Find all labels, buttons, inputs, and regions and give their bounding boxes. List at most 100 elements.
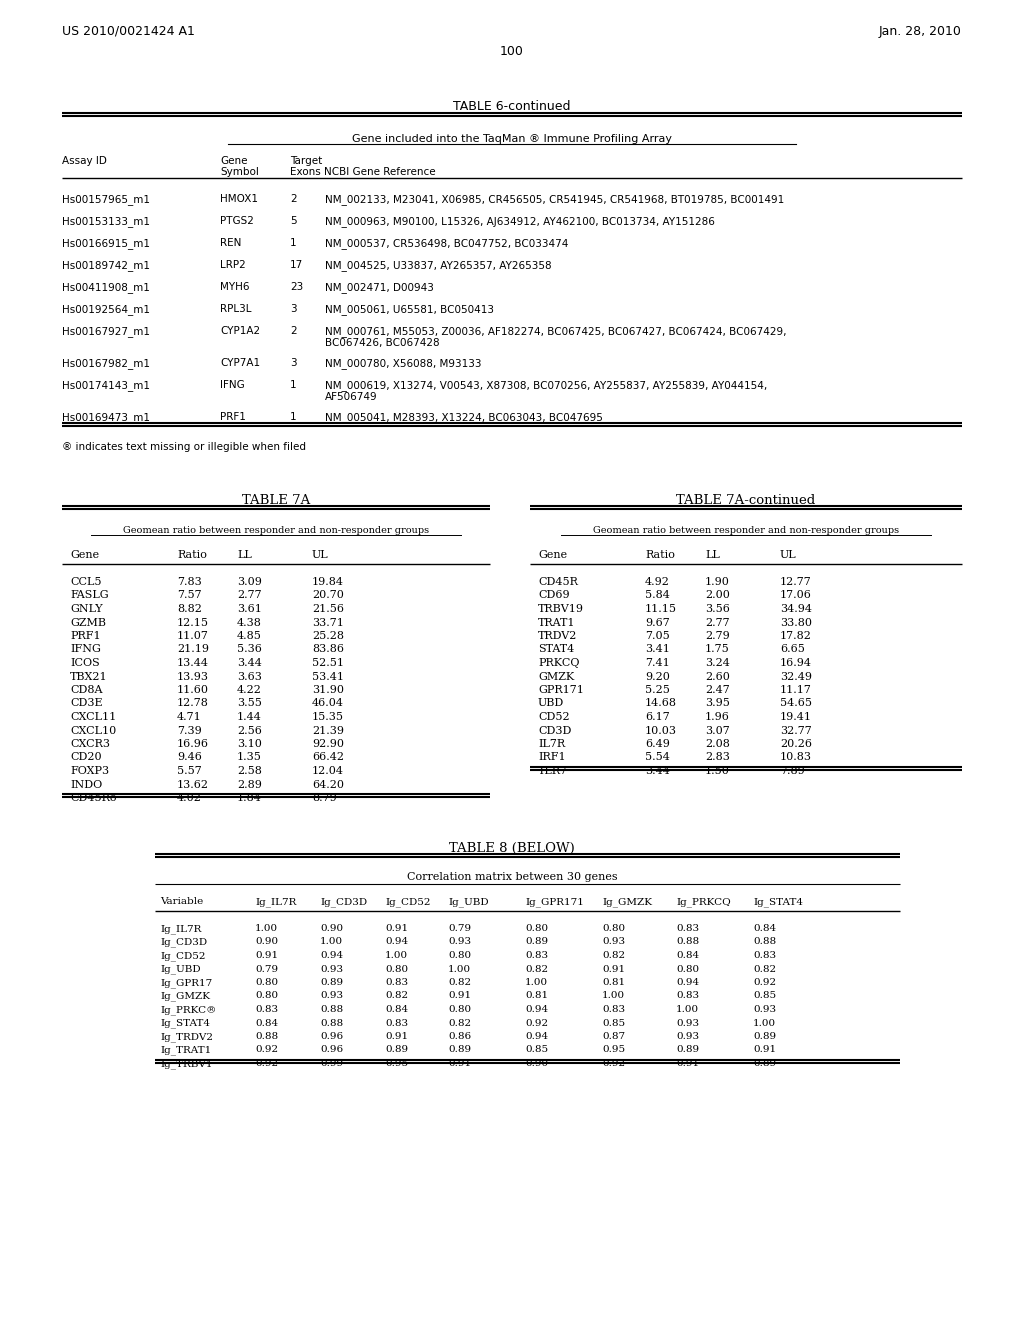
Text: 4.85: 4.85 [237,631,262,642]
Text: UL: UL [312,550,329,560]
Text: 21.19: 21.19 [177,644,209,655]
Text: 3.95: 3.95 [705,698,730,709]
Text: Ig_IL7R: Ig_IL7R [255,898,296,907]
Text: 0.84: 0.84 [385,1005,409,1014]
Text: 0.88: 0.88 [319,1005,343,1014]
Text: PRKCQ: PRKCQ [538,657,580,668]
Text: Ig_UBD: Ig_UBD [160,965,201,974]
Text: TLR7: TLR7 [538,766,568,776]
Text: 0.95: 0.95 [602,1045,625,1055]
Text: CD45R: CD45R [538,577,578,587]
Text: CD3D: CD3D [538,726,571,735]
Text: Hs00153133_m1: Hs00153133_m1 [62,216,150,227]
Text: RPL3L: RPL3L [220,304,252,314]
Text: 0.96: 0.96 [319,1045,343,1055]
Text: 1.90: 1.90 [705,577,730,587]
Text: 0.85: 0.85 [753,991,776,1001]
Text: 3.24: 3.24 [705,657,730,668]
Text: 64.20: 64.20 [312,780,344,789]
Text: Assay ID: Assay ID [62,156,106,166]
Text: 5.84: 5.84 [645,590,670,601]
Text: CXCL10: CXCL10 [70,726,117,735]
Text: Geomean ratio between responder and non-responder groups: Geomean ratio between responder and non-… [123,525,429,535]
Text: PTGS2: PTGS2 [220,216,254,226]
Text: 100: 100 [500,45,524,58]
Text: Geomean ratio between responder and non-responder groups: Geomean ratio between responder and non-… [593,525,899,535]
Text: 1.00: 1.00 [753,1019,776,1027]
Text: 0.94: 0.94 [319,950,343,960]
Text: 0.87: 0.87 [602,1032,625,1041]
Text: 0.84: 0.84 [255,1019,279,1027]
Text: 0.93: 0.93 [676,1032,699,1041]
Text: TRAT1: TRAT1 [538,618,575,627]
Text: 2.79: 2.79 [705,631,730,642]
Text: 0.96: 0.96 [319,1032,343,1041]
Text: 19.84: 19.84 [312,577,344,587]
Text: 3.63: 3.63 [237,672,262,681]
Text: 1: 1 [290,238,297,248]
Text: Ig_GMZK: Ig_GMZK [160,991,210,1001]
Text: 0.80: 0.80 [449,1005,471,1014]
Text: CD8A: CD8A [70,685,102,696]
Text: 0.91: 0.91 [602,965,625,974]
Text: 3.07: 3.07 [705,726,730,735]
Text: 9.20: 9.20 [645,672,670,681]
Text: Correlation matrix between 30 genes: Correlation matrix between 30 genes [407,873,617,882]
Text: 0.89: 0.89 [753,1059,776,1068]
Text: 1.00: 1.00 [525,978,548,987]
Text: NM_005061, U65581, BC050413: NM_005061, U65581, BC050413 [325,304,494,315]
Text: CCL5: CCL5 [70,577,101,587]
Text: NM_002471, D00943: NM_002471, D00943 [325,282,434,293]
Text: Ig_CD52: Ig_CD52 [385,898,430,907]
Text: 1.44: 1.44 [237,711,262,722]
Text: 12.78: 12.78 [177,698,209,709]
Text: 4.22: 4.22 [237,685,262,696]
Text: 0.93: 0.93 [449,937,471,946]
Text: 3.44: 3.44 [237,657,262,668]
Text: 0.99: 0.99 [319,1059,343,1068]
Text: 8.82: 8.82 [177,605,202,614]
Text: 0.86: 0.86 [449,1032,471,1041]
Text: 2: 2 [290,194,297,205]
Text: 2.89: 2.89 [237,780,262,789]
Text: 16.94: 16.94 [780,657,812,668]
Text: 53.41: 53.41 [312,672,344,681]
Text: 5.36: 5.36 [237,644,262,655]
Text: 0.94: 0.94 [525,1032,548,1041]
Text: 0.83: 0.83 [525,950,548,960]
Text: 7.39: 7.39 [177,726,202,735]
Text: 25.28: 25.28 [312,631,344,642]
Text: 0.81: 0.81 [525,991,548,1001]
Text: 5.57: 5.57 [177,766,202,776]
Text: LRP2: LRP2 [220,260,246,271]
Text: 0.82: 0.82 [602,950,625,960]
Text: Ig_TRAT1: Ig_TRAT1 [160,1045,211,1055]
Text: 0.83: 0.83 [676,991,699,1001]
Text: 12.15: 12.15 [177,618,209,627]
Text: Hs00174143_m1: Hs00174143_m1 [62,380,150,391]
Text: UL: UL [780,550,797,560]
Text: 0.91: 0.91 [385,1032,409,1041]
Text: 5.54: 5.54 [645,752,670,763]
Text: 34.94: 34.94 [780,605,812,614]
Text: HMOX1: HMOX1 [220,194,258,205]
Text: 0.89: 0.89 [525,937,548,946]
Text: 12.77: 12.77 [780,577,812,587]
Text: 0.91: 0.91 [449,991,471,1001]
Text: MYH6: MYH6 [220,282,250,292]
Text: 10.03: 10.03 [645,726,677,735]
Text: 92.90: 92.90 [312,739,344,748]
Text: 7.05: 7.05 [645,631,670,642]
Text: 1.35: 1.35 [237,752,262,763]
Text: Variable: Variable [160,898,203,906]
Text: 0.82: 0.82 [385,991,409,1001]
Text: TRBV19: TRBV19 [538,605,584,614]
Text: 6.17: 6.17 [645,711,670,722]
Text: 2.77: 2.77 [705,618,730,627]
Text: Ig_STAT4: Ig_STAT4 [160,1019,210,1028]
Text: 46.04: 46.04 [312,698,344,709]
Text: 66.42: 66.42 [312,752,344,763]
Text: 6.49: 6.49 [645,739,670,748]
Text: TABLE 7A-continued: TABLE 7A-continued [677,494,816,507]
Text: STAT4: STAT4 [538,644,574,655]
